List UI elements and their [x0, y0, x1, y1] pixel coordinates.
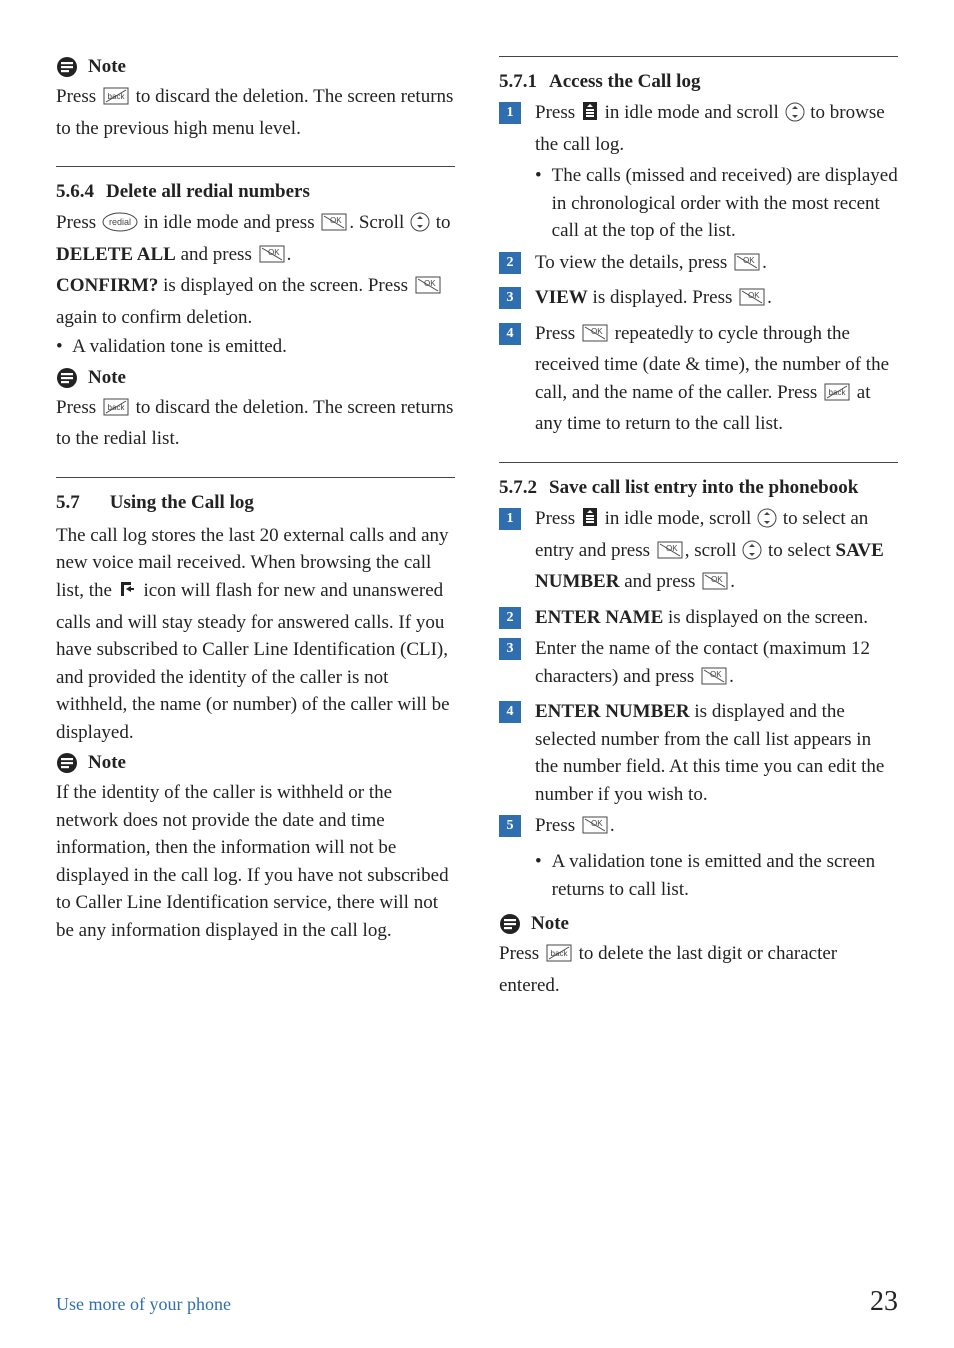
note-heading: Note — [56, 367, 126, 389]
step-body: Enter the name of the contact (maximum 1… — [535, 635, 898, 694]
note-icon — [56, 56, 78, 78]
step-number-badge: 4 — [499, 701, 521, 723]
step-body: Press in idle mode and scroll to browse … — [535, 99, 898, 245]
footer-section-title: Use more of your phone — [56, 1294, 231, 1315]
bullet-dot: • — [535, 848, 542, 903]
step-1: 1 Press in idle mode, scroll to select a… — [499, 505, 898, 600]
heading-564: 5.6.4 Delete all redial numbers — [56, 181, 455, 203]
ok-key-icon — [258, 244, 286, 273]
ok-key-icon — [320, 212, 348, 241]
heading-number: 5.7.2 — [499, 477, 537, 499]
page: Note Press to discard the deletion. The … — [0, 0, 954, 1348]
footer-page-number: 23 — [870, 1286, 898, 1318]
step-3: 3 Enter the name of the contact (maximum… — [499, 635, 898, 694]
ok-key-icon — [738, 287, 766, 316]
step-body: To view the details, press . — [535, 249, 898, 281]
step-4: 4 ENTER NUMBER is displayed and the sele… — [499, 698, 898, 808]
step-number-badge: 1 — [499, 508, 521, 530]
back-key-icon — [102, 86, 130, 115]
note-label: Note — [531, 913, 569, 935]
page-footer: Use more of your phone 23 — [56, 1286, 898, 1318]
note-body: Press to discard the deletion. The scree… — [56, 83, 455, 142]
nav-key-icon — [785, 102, 805, 131]
bullet-validation: • A validation tone is emitted. — [56, 333, 455, 361]
para-564-1: Press in idle mode and press . Scroll to… — [56, 209, 455, 272]
sub-bullet: • A validation tone is emitted and the s… — [535, 848, 898, 903]
section-rule — [56, 166, 455, 167]
ok-key-icon — [414, 275, 442, 304]
note-heading: Note — [499, 913, 569, 935]
step-2: 2 To view the details, press . — [499, 249, 898, 281]
nav-key-icon — [742, 540, 762, 569]
note-icon — [499, 913, 521, 935]
para-564-2: CONFIRM? is displayed on the screen. Pre… — [56, 272, 455, 331]
note-body: Press to discard the deletion. The scree… — [56, 394, 455, 453]
section-rule — [499, 462, 898, 463]
section-rule — [499, 56, 898, 57]
step-body: Press repeatedly to cycle through the re… — [535, 320, 898, 438]
nav-key-icon — [757, 508, 777, 537]
ok-key-icon — [700, 666, 728, 695]
step-number-badge: 2 — [499, 252, 521, 274]
step-number-badge: 3 — [499, 287, 521, 309]
heading-571: 5.7.1 Access the Call log — [499, 71, 898, 93]
step-body: ENTER NUMBER is displayed and the select… — [535, 698, 898, 808]
ok-key-icon — [656, 540, 684, 569]
note-body: Press to delete the last digit or charac… — [499, 940, 898, 999]
note-label: Note — [88, 367, 126, 389]
nav-key-icon — [410, 212, 430, 241]
heading-number: 5.7.1 — [499, 71, 537, 93]
redial-key-icon — [102, 212, 138, 241]
heading-number: 5.6.4 — [56, 181, 94, 203]
step-number-badge: 3 — [499, 638, 521, 660]
step-number-badge: 4 — [499, 323, 521, 345]
note-icon — [56, 367, 78, 389]
step-body: ENTER NAME is displayed on the screen. — [535, 604, 898, 632]
step-5: 5 Press . • A validation tone is emitted… — [499, 812, 898, 903]
back-key-icon — [823, 382, 851, 411]
note-heading: Note — [56, 752, 126, 774]
note-heading: Note — [56, 56, 126, 78]
step-1: 1 Press in idle mode and scroll to brows… — [499, 99, 898, 245]
heading-57: 5.7 Using the Call log — [56, 492, 455, 514]
step-number-badge: 1 — [499, 102, 521, 124]
heading-title: Using the Call log — [110, 492, 254, 514]
calllog-icon — [118, 580, 138, 609]
right-column: 5.7.1 Access the Call log 1 Press in idl… — [499, 56, 898, 999]
heading-title: Save call list entry into the phonebook — [549, 477, 858, 499]
calllog-key-icon — [581, 506, 599, 537]
ok-key-icon — [733, 252, 761, 281]
step-4: 4 Press repeatedly to cycle through the … — [499, 320, 898, 438]
step-2: 2 ENTER NAME is displayed on the screen. — [499, 604, 898, 632]
note-label: Note — [88, 56, 126, 78]
ok-key-icon — [581, 323, 609, 352]
step-3: 3 VIEW is displayed. Press . — [499, 284, 898, 316]
step-body: VIEW is displayed. Press . — [535, 284, 898, 316]
ok-key-icon — [581, 815, 609, 844]
note-label: Note — [88, 752, 126, 774]
heading-title: Delete all redial numbers — [106, 181, 310, 203]
calllog-key-icon — [581, 100, 599, 131]
left-column: Note Press to discard the deletion. The … — [56, 56, 455, 999]
back-key-icon — [102, 397, 130, 426]
heading-number: 5.7 — [56, 492, 80, 514]
columns: Note Press to discard the deletion. The … — [56, 56, 898, 999]
note-body: If the identity of the caller is withhel… — [56, 779, 455, 944]
step-number-badge: 2 — [499, 607, 521, 629]
bullet-dot: • — [535, 162, 542, 245]
back-key-icon — [545, 943, 573, 972]
step-body: Press . • A validation tone is emitted a… — [535, 812, 898, 903]
step-number-badge: 5 — [499, 815, 521, 837]
heading-title: Access the Call log — [549, 71, 700, 93]
para-57: The call log stores the last 20 external… — [56, 522, 455, 746]
sub-bullet: • The calls (missed and received) are di… — [535, 162, 898, 245]
note-icon — [56, 752, 78, 774]
section-rule — [56, 477, 455, 478]
ok-key-icon — [701, 571, 729, 600]
step-body: Press in idle mode, scroll to select an … — [535, 505, 898, 600]
heading-572: 5.7.2 Save call list entry into the phon… — [499, 477, 898, 499]
